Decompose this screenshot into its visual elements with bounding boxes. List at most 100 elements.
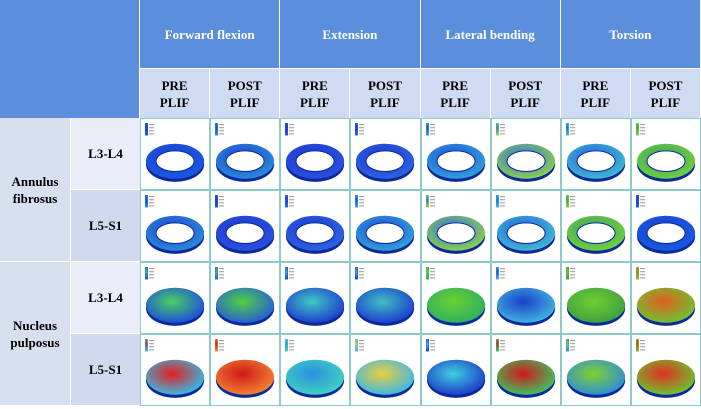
condition-header: POST PLIF: [630, 68, 701, 118]
condition-header: PRE PLIF: [420, 68, 491, 118]
result-image: [210, 334, 281, 406]
result-image: [210, 190, 281, 262]
result-image: [560, 262, 631, 334]
result-image: [350, 190, 421, 262]
contour-plot: [635, 267, 695, 326]
legend-text: [289, 124, 295, 135]
legend-text: [429, 268, 435, 279]
level-label: L5-S1: [70, 334, 140, 406]
contour-plot: [495, 267, 555, 326]
legend-bar: [565, 339, 569, 352]
legend-bar: [285, 123, 289, 136]
contour-plot: [215, 195, 275, 254]
legend-bar: [635, 267, 639, 280]
result-image: [490, 118, 561, 190]
result-image: [140, 262, 211, 334]
contour-plot: [425, 339, 485, 398]
legend-bar: [285, 339, 289, 352]
legend-text: [149, 268, 155, 279]
legend-bar: [425, 195, 429, 208]
contour-plot: [425, 123, 485, 182]
result-image: [630, 190, 701, 262]
legend-bar: [425, 123, 429, 136]
contour-plot: [565, 195, 625, 254]
legend-text: [499, 268, 505, 279]
legend-bar: [635, 339, 639, 352]
legend-text: [219, 196, 225, 207]
legend-text: [149, 196, 155, 207]
contour-plot: [495, 123, 555, 182]
contour-plot: [285, 123, 345, 182]
legend-bar: [145, 123, 149, 136]
condition-header: POST PLIF: [210, 68, 281, 118]
load-header: Extension: [280, 0, 421, 68]
contour-plot: [635, 195, 695, 254]
result-image: [280, 118, 351, 190]
result-image: [350, 118, 421, 190]
contour-plot: [285, 267, 345, 326]
legend-text: [499, 340, 505, 351]
legend-bar: [355, 339, 359, 352]
result-image: [420, 262, 491, 334]
legend-text: [639, 124, 645, 135]
legend-bar: [285, 267, 289, 280]
legend-text: [359, 268, 365, 279]
level-label: L3-L4: [70, 118, 140, 190]
condition-header: POST PLIF: [350, 68, 421, 118]
contour-plot: [495, 339, 555, 398]
legend-text: [219, 124, 225, 135]
legend-text: [359, 124, 365, 135]
legend-text: [219, 268, 225, 279]
contour-plot: [355, 123, 415, 182]
level-label: L5-S1: [70, 190, 140, 262]
legend-bar: [145, 267, 149, 280]
legend-text: [359, 340, 365, 351]
contour-plot: [355, 339, 415, 398]
contour-plot: [565, 123, 625, 182]
legend-text: [569, 124, 575, 135]
legend-bar: [215, 267, 219, 280]
legend-text: [639, 268, 645, 279]
legend-text: [569, 196, 575, 207]
result-image: [140, 118, 211, 190]
load-header: Forward flexion: [140, 0, 281, 68]
legend-bar: [495, 267, 499, 280]
result-image: [630, 334, 701, 406]
legend-text: [289, 340, 295, 351]
result-image: [630, 262, 701, 334]
group-label: Annulus fibrosus: [0, 118, 70, 262]
contour-plot: [425, 195, 485, 254]
legend-bar: [495, 339, 499, 352]
result-image: [210, 118, 281, 190]
legend-text: [429, 196, 435, 207]
legend-bar: [495, 123, 499, 136]
load-header: Lateral bending: [420, 0, 561, 68]
contour-plot: [215, 123, 275, 182]
legend-bar: [565, 267, 569, 280]
legend-text: [499, 124, 505, 135]
legend-bar: [425, 339, 429, 352]
legend-text: [149, 340, 155, 351]
legend-bar: [285, 195, 289, 208]
legend-bar: [145, 339, 149, 352]
legend-text: [429, 124, 435, 135]
legend-bar: [635, 195, 639, 208]
contour-plot: [145, 123, 205, 182]
result-image: [560, 118, 631, 190]
contour-plot: [285, 195, 345, 254]
legend-bar: [145, 195, 149, 208]
legend-bar: [565, 123, 569, 136]
legend-bar: [215, 339, 219, 352]
legend-text: [359, 196, 365, 207]
legend-bar: [425, 267, 429, 280]
contour-plot: [145, 267, 205, 326]
legend-bar: [215, 195, 219, 208]
result-image: [350, 334, 421, 406]
condition-header: PRE PLIF: [140, 68, 211, 118]
legend-bar: [495, 195, 499, 208]
result-image: [420, 190, 491, 262]
contour-plot: [635, 339, 695, 398]
result-image: [280, 262, 351, 334]
contour-plot: [145, 195, 205, 254]
